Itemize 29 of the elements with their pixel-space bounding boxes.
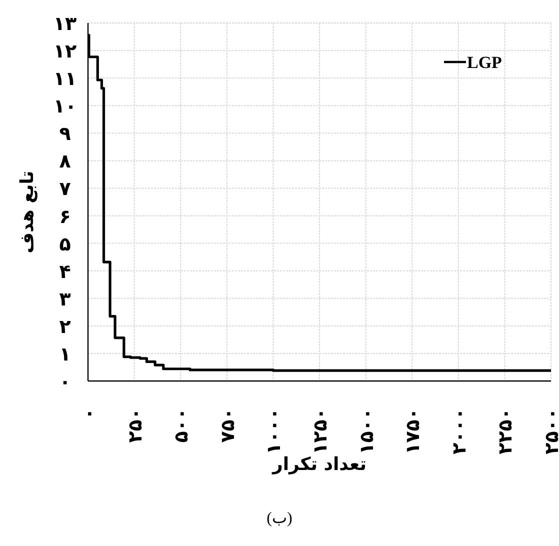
text: (ب) — [266, 510, 292, 527]
y-tick-label: ۱۱ — [53, 68, 77, 90]
y-tick-label: ۰ — [59, 371, 71, 393]
x-tick-label: ۲۰۰۰ — [448, 408, 470, 454]
y-tick-label: ۸ — [59, 150, 72, 173]
x-axis-title: تعداد تکرار — [272, 454, 366, 475]
y-axis-title: تابع هدف — [17, 170, 38, 254]
y-tick-label: ۱۰ — [53, 96, 77, 118]
legend-label: LGP — [467, 53, 502, 72]
y-tick-label: ۹ — [59, 123, 72, 146]
y-tick-label: ۶ — [59, 206, 71, 228]
x-tick-label: ۲۵۰ — [124, 408, 146, 443]
x-tick-label: ۲۵۰۰ — [541, 408, 559, 454]
x-tick-label: ۰ — [78, 408, 100, 420]
x-tick-label: ۱۲۵۰ — [310, 408, 332, 454]
y-tick-label: ۱۲ — [53, 40, 77, 63]
x-tick-label: ۱۷۵۰ — [402, 408, 424, 454]
y-tick-label: ۲ — [59, 316, 72, 338]
y-tick-label: ۷ — [59, 178, 72, 200]
x-tick-label: ۱۰۰۰ — [263, 408, 286, 454]
y-tick-label: ۱۳ — [53, 13, 77, 35]
y-tick-label: ۵ — [59, 233, 72, 256]
x-tick-label: ۱۵۰۰ — [356, 408, 378, 454]
x-tick-label: ۲۲۵۰ — [494, 408, 517, 454]
y-tick-label: ۴ — [59, 260, 71, 283]
y-tick-label: ۱ — [59, 343, 71, 366]
x-tick-label: ۷۵۰ — [216, 408, 239, 443]
x-tick-label: ۵۰۰ — [170, 408, 193, 443]
y-tick-label: ۳ — [59, 288, 72, 310]
